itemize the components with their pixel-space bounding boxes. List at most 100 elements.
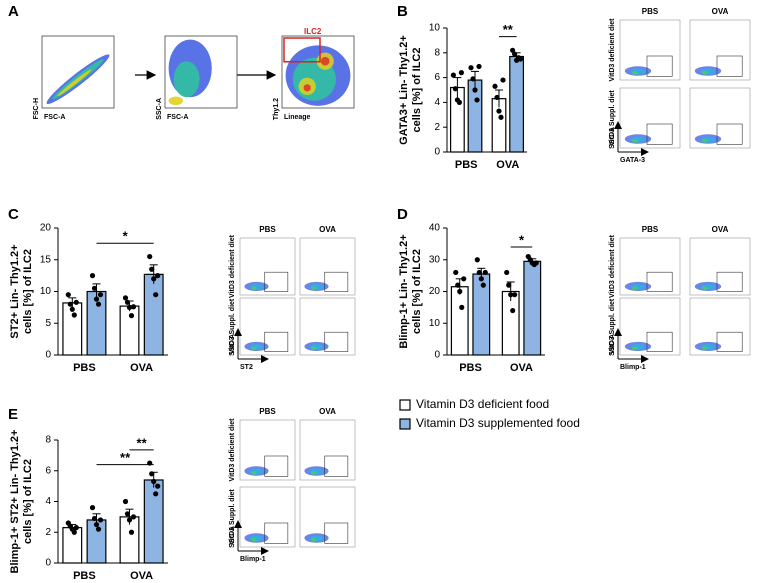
column-header: PBS <box>259 225 276 234</box>
gate <box>716 123 743 145</box>
data-point <box>91 285 98 291</box>
data-point <box>95 301 102 307</box>
density <box>303 84 311 92</box>
data-point <box>480 282 486 288</box>
flow-y-label: SSC-A <box>609 127 616 149</box>
density <box>632 71 638 75</box>
row-label: VitD3 deficient diet <box>229 234 236 298</box>
data-point <box>470 76 476 82</box>
x-tick-label: OVA <box>130 570 153 582</box>
density <box>702 346 708 350</box>
gate <box>716 271 743 292</box>
gate <box>646 55 673 77</box>
data-point <box>153 292 159 298</box>
data-point <box>128 529 135 535</box>
legend-label: Vitamin D3 supplemented food <box>416 416 580 430</box>
data-point <box>453 269 459 276</box>
y-tick-label: 0 <box>434 350 440 361</box>
data-point <box>474 257 480 263</box>
density <box>632 139 638 143</box>
data-point <box>512 292 518 298</box>
x-tick-label: OVA <box>510 362 533 374</box>
data-point <box>124 299 131 305</box>
y-axis-label: Blimp-1+ ST2+ Lin- Thy1.2+ <box>9 430 21 574</box>
significance-label: ** <box>503 22 514 37</box>
axis-label: SSC-A <box>156 98 163 120</box>
gate <box>264 271 289 292</box>
gate-label: ILC2 <box>304 27 322 36</box>
density <box>702 286 708 290</box>
y-tick-label: 8 <box>45 435 51 446</box>
data-point <box>124 511 131 517</box>
density <box>173 61 200 98</box>
data-point <box>69 306 75 312</box>
density <box>251 538 257 542</box>
data-point <box>151 478 157 485</box>
column-header: OVA <box>712 225 729 234</box>
x-tick-label: PBS <box>73 362 96 374</box>
data-point <box>71 529 77 535</box>
panel-letter: C <box>8 206 19 223</box>
density <box>168 96 183 106</box>
gate <box>646 271 673 292</box>
data-point <box>456 99 462 105</box>
data-point <box>89 505 96 511</box>
data-point <box>93 521 100 528</box>
data-point <box>492 83 498 89</box>
column-header: OVA <box>319 225 336 234</box>
gate <box>646 331 673 352</box>
y-tick-label: 40 <box>429 223 441 234</box>
y-tick-label: 6 <box>434 72 440 83</box>
density <box>311 286 317 290</box>
gate <box>716 331 743 352</box>
y-axis-label: ST2+ Lin- Thy1.2+ <box>9 244 21 338</box>
data-point <box>476 63 482 70</box>
legend-swatch <box>399 399 411 411</box>
density <box>702 71 708 75</box>
density <box>702 139 708 143</box>
significance-label: ** <box>120 450 131 465</box>
axis-label: Lineage <box>284 114 311 121</box>
data-point <box>478 276 484 282</box>
data-point <box>65 292 71 298</box>
legend-label: Vitamin D3 deficient food <box>416 397 549 411</box>
data-point <box>450 72 456 78</box>
panel-letter: D <box>397 206 408 223</box>
data-point <box>128 313 135 319</box>
y-axis-label: GATA3+ Lin- Thy1.2+ <box>398 35 410 145</box>
x-tick-label: PBS <box>455 159 478 171</box>
y-tick-label: 2 <box>45 527 51 538</box>
data-point <box>494 94 500 101</box>
y-tick-label: 10 <box>40 286 52 297</box>
gate <box>646 123 673 145</box>
density <box>632 286 638 290</box>
data-point <box>452 86 458 92</box>
data-point <box>510 307 516 314</box>
data-point <box>89 273 96 279</box>
column-header: PBS <box>642 7 659 16</box>
data-point <box>151 276 157 282</box>
data-point <box>472 87 478 93</box>
y-tick-label: 0 <box>434 147 440 158</box>
bar <box>523 260 542 356</box>
panel-letter: A <box>8 3 19 20</box>
data-point <box>474 97 480 103</box>
gate <box>324 522 349 544</box>
flow-x-label: Blimp-1 <box>620 364 646 371</box>
significance-label: * <box>123 229 129 244</box>
data-point <box>496 108 502 114</box>
x-tick-label: OVA <box>130 362 153 374</box>
y-axis-label: cells [%] of ILC2 <box>22 249 34 334</box>
axis-label: Thy1.2 <box>273 98 280 120</box>
column-header: OVA <box>712 7 729 16</box>
column-header: PBS <box>259 407 276 416</box>
gate <box>283 37 321 63</box>
gate <box>716 55 743 77</box>
data-point <box>459 304 465 310</box>
density <box>311 471 317 475</box>
panel-letter: E <box>8 406 18 423</box>
gate <box>264 455 289 477</box>
data-point <box>97 517 104 523</box>
data-point <box>126 517 133 523</box>
